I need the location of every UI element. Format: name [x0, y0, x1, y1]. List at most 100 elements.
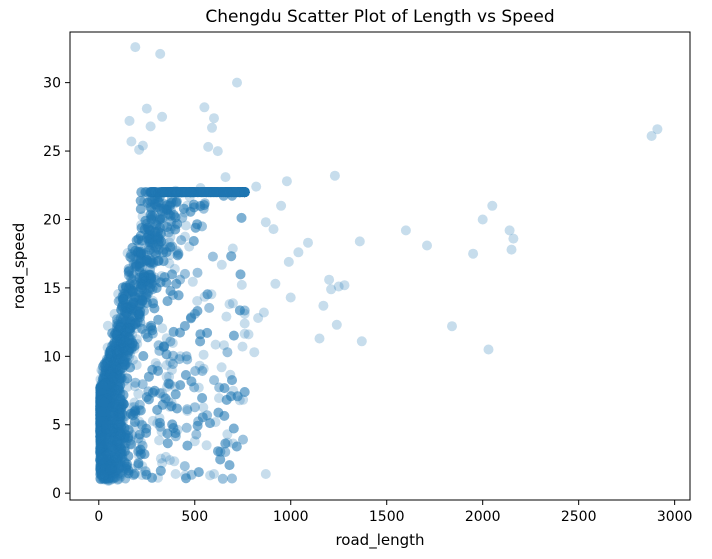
- data-point: [125, 252, 135, 262]
- outlier-point: [180, 470, 190, 480]
- outlier-point: [221, 172, 231, 182]
- data-point: [237, 213, 247, 223]
- data-point: [138, 351, 148, 361]
- outlier-point: [357, 336, 367, 346]
- chart-title: Chengdu Scatter Plot of Length vs Speed: [205, 7, 554, 27]
- data-point: [155, 418, 165, 428]
- x-tick-label: 2000: [465, 509, 501, 525]
- data-point: [198, 412, 208, 422]
- data-point: [109, 373, 119, 383]
- data-point: [175, 328, 185, 338]
- outlier-point: [468, 249, 478, 259]
- data-point: [197, 393, 207, 403]
- outlier-point: [217, 362, 227, 372]
- outlier-point: [270, 279, 280, 289]
- data-point: [137, 274, 147, 284]
- x-tick-label: 1000: [273, 509, 309, 525]
- data-point: [202, 440, 212, 450]
- data-point: [175, 380, 185, 390]
- data-point: [221, 312, 231, 322]
- data-point: [144, 372, 154, 382]
- outlier-point: [207, 123, 217, 133]
- x-tick-label: 0: [94, 509, 103, 525]
- outlier-point: [203, 142, 213, 152]
- data-point: [219, 383, 229, 393]
- outlier-point: [171, 469, 181, 479]
- data-point: [153, 197, 163, 207]
- y-axis-ticks: 051015202530: [43, 76, 70, 503]
- outlier-point: [293, 247, 303, 257]
- y-tick-label: 5: [52, 418, 61, 434]
- data-point: [117, 302, 127, 312]
- outlier-point: [303, 238, 313, 248]
- y-axis-label: road_speed: [10, 223, 29, 310]
- outlier-point: [261, 469, 271, 479]
- data-point: [225, 460, 235, 470]
- data-point: [189, 236, 199, 246]
- data-point: [222, 347, 232, 357]
- data-point: [167, 419, 177, 429]
- outlier-point: [355, 236, 365, 246]
- y-tick-label: 10: [43, 349, 61, 365]
- data-point: [158, 400, 168, 410]
- outlier-point: [507, 245, 517, 255]
- data-point: [173, 250, 183, 260]
- outlier-point: [269, 224, 279, 234]
- x-tick-label: 3000: [657, 509, 693, 525]
- data-point: [197, 366, 207, 376]
- outlier-point: [508, 234, 518, 244]
- data-point: [193, 268, 203, 278]
- data-point: [146, 273, 156, 283]
- data-point: [133, 234, 143, 244]
- data-point: [219, 411, 229, 421]
- outlier-point: [332, 320, 342, 330]
- data-point: [116, 423, 126, 433]
- data-point: [186, 187, 196, 197]
- outlier-point: [282, 176, 292, 186]
- data-point: [144, 225, 154, 235]
- data-point: [186, 376, 196, 386]
- data-point: [217, 260, 227, 270]
- outlier-point: [326, 284, 336, 294]
- data-point: [147, 325, 157, 335]
- outlier-point: [157, 112, 167, 122]
- outlier-point: [244, 329, 254, 339]
- data-point: [240, 187, 250, 197]
- data-point: [166, 286, 176, 296]
- outlier-point: [401, 225, 411, 235]
- data-point: [134, 458, 144, 468]
- outlier-point: [130, 42, 140, 52]
- data-point: [171, 198, 181, 208]
- outlier-point: [318, 301, 328, 311]
- outlier-point: [125, 116, 135, 126]
- data-point: [122, 323, 132, 333]
- y-tick-label: 20: [43, 212, 61, 228]
- outlier-point: [330, 171, 340, 181]
- data-point: [180, 461, 190, 471]
- data-point: [190, 402, 200, 412]
- data-point: [176, 235, 186, 245]
- x-tick-label: 2500: [561, 509, 597, 525]
- outlier-point: [315, 334, 325, 344]
- data-point: [218, 187, 228, 197]
- data-point: [208, 252, 218, 262]
- data-point: [237, 280, 247, 290]
- data-point: [110, 453, 120, 463]
- data-point: [163, 438, 173, 448]
- data-point: [195, 336, 205, 346]
- data-point: [204, 303, 214, 313]
- data-point: [235, 305, 245, 315]
- data-point: [118, 314, 128, 324]
- outlier-point: [240, 319, 250, 329]
- y-tick-label: 30: [43, 76, 61, 92]
- outlier-point: [157, 458, 167, 468]
- x-tick-label: 500: [181, 509, 208, 525]
- outlier-point: [261, 217, 271, 227]
- data-point: [154, 435, 164, 445]
- data-point: [128, 243, 138, 253]
- outlier-point: [209, 113, 219, 123]
- data-point: [137, 295, 147, 305]
- x-axis-label: road_length: [335, 531, 424, 550]
- outlier-point: [213, 146, 223, 156]
- outlier-point: [276, 201, 286, 211]
